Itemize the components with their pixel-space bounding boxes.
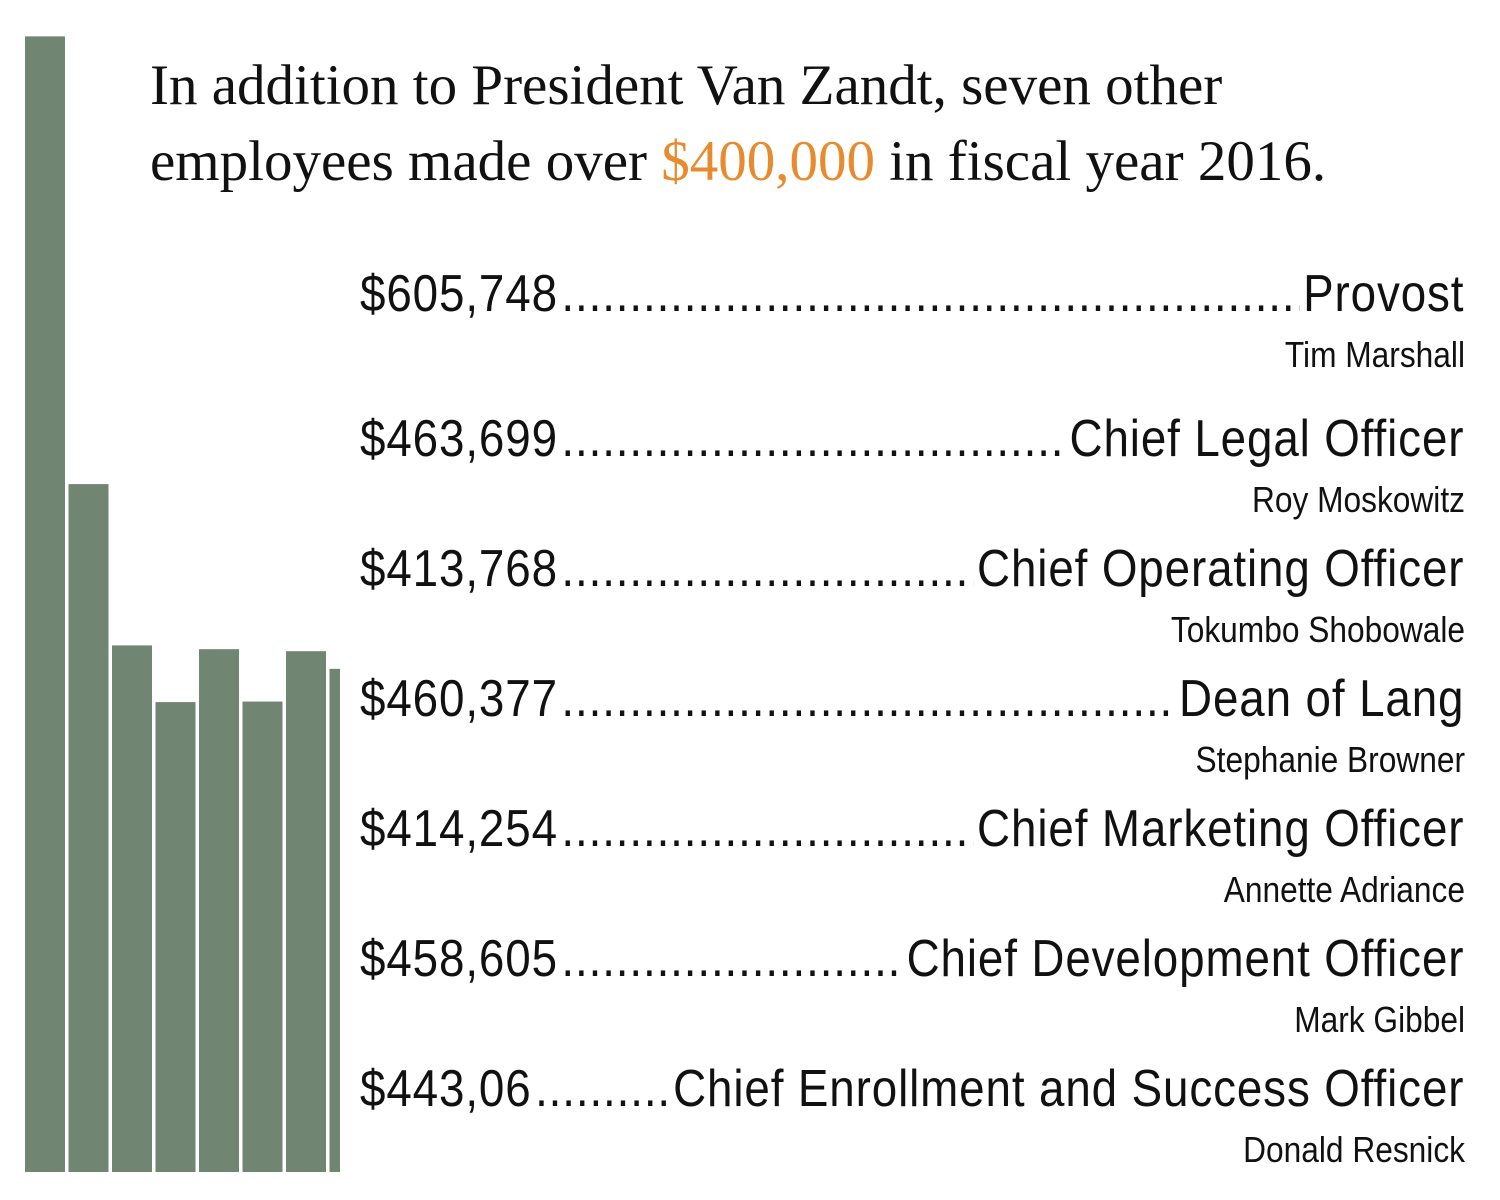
salary-bar-7 [329, 668, 340, 1172]
job-title: Chief Marketing Officer [977, 800, 1465, 858]
headline-highlight-amount: $400,000 [661, 130, 875, 193]
salary-row-chief-marketing-officer: $414,254 Chief Marketing Officer Annette … [360, 793, 1465, 923]
salary-bar-2 [112, 645, 152, 1172]
headline: In addition to President Van Zandt, seve… [150, 48, 1480, 200]
salary-row-chief-operating-officer: $413,768 Chief Operating Officer Tokumbo … [360, 533, 1465, 663]
salary-amount: $605,748 [360, 265, 558, 323]
salary-bar-6 [286, 651, 326, 1172]
salary-bar-0 [25, 36, 65, 1172]
dot-leader [561, 663, 1175, 735]
headline-text-before: In addition to President Van Zandt, seve… [150, 54, 1223, 193]
salary-row-dean-of-lang: $460,377 Dean of Lang Stephanie Browner [360, 663, 1465, 793]
job-title: Provost [1303, 265, 1465, 323]
job-title: Chief Legal Officer [1069, 410, 1465, 468]
employee-name: Stephanie Browner [1195, 739, 1465, 780]
dot-leader [535, 1053, 669, 1125]
headline-text-after: in fiscal year 2016. [874, 130, 1327, 193]
dot-leader [561, 923, 903, 995]
job-title: Dean of Lang [1179, 670, 1465, 728]
salary-row-chief-development-officer: $458,605 Chief Development Officer Mark G… [360, 923, 1465, 1053]
salary-amount: $414,254 [360, 800, 558, 858]
employee-name: Mark Gibbel [1294, 999, 1465, 1040]
dot-leader [561, 258, 1299, 330]
employee-name: Tim Marshall [1284, 334, 1465, 375]
employee-name: Donald Resnick [1243, 1129, 1465, 1170]
salary-row-provost: $605,748 Provost Tim Marshall [360, 258, 1465, 388]
salary-bar-4 [199, 649, 239, 1172]
salary-amount: $443,06 [360, 1060, 532, 1118]
salary-bar-chart [25, 36, 340, 1172]
salary-row-chief-legal-officer: $463,699 Chief Legal Officer Roy Moskowit… [360, 403, 1465, 533]
job-title: Chief Enrollment and Success Officer [673, 1060, 1465, 1118]
dot-leader [561, 533, 973, 605]
salary-amount: $413,768 [360, 540, 558, 598]
job-title: Chief Development Officer [906, 930, 1465, 988]
dot-leader [561, 403, 1066, 475]
employee-name: Annette Adriance [1223, 869, 1465, 910]
salary-amount: $460,377 [360, 670, 558, 728]
salary-bar-5 [242, 701, 283, 1172]
employee-name: Roy Moskowitz [1251, 479, 1465, 520]
salary-bar-3 [155, 702, 196, 1172]
salary-row-chief-enrollment-and-success-officer: $443,06 Chief Enrollment and Success Offi… [360, 1053, 1465, 1183]
salary-amount: $458,605 [360, 930, 558, 988]
employee-name: Tokumbo Shobowale [1170, 609, 1465, 650]
job-title: Chief Operating Officer [977, 540, 1465, 598]
salary-bar-1 [68, 484, 109, 1172]
dot-leader [561, 793, 973, 865]
salary-amount: $463,699 [360, 410, 558, 468]
